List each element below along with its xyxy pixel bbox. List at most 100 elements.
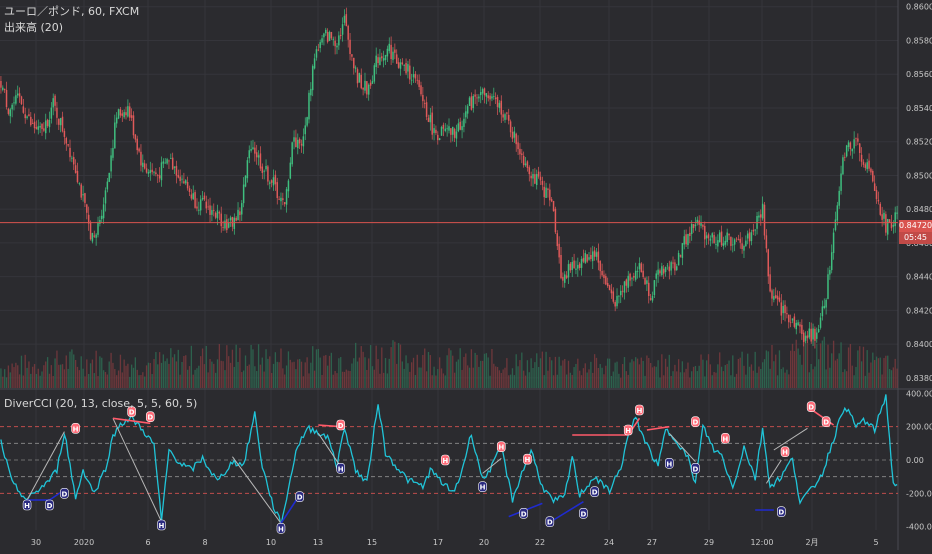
candle-body xyxy=(289,162,292,179)
candle-body xyxy=(560,254,562,279)
volume-bar xyxy=(803,337,805,388)
volume-bar xyxy=(192,374,194,388)
volume-bar xyxy=(0,368,2,388)
candle-body xyxy=(793,316,796,327)
candle-body xyxy=(334,40,336,47)
volume-bar xyxy=(651,367,654,388)
volume-bar xyxy=(138,375,140,388)
candle-body xyxy=(227,222,230,228)
volume-bar xyxy=(121,372,123,388)
volume-bar xyxy=(175,361,178,388)
candle-body xyxy=(621,290,624,292)
candle-body xyxy=(106,181,109,190)
time-tick-label: 22 xyxy=(535,538,545,547)
volume-bar xyxy=(599,364,601,388)
candle-body xyxy=(588,257,590,260)
candle-body xyxy=(836,205,839,221)
candle-body xyxy=(765,235,768,249)
candle-body xyxy=(330,32,333,39)
volume-bar xyxy=(601,367,603,388)
volume-bar xyxy=(394,341,396,388)
candle-body xyxy=(175,165,178,176)
volume-bar xyxy=(565,374,568,388)
candle-body xyxy=(360,74,363,89)
candle-body xyxy=(91,233,94,242)
volume-bar xyxy=(625,371,628,388)
divergence-marker-label: H xyxy=(480,484,486,492)
volume-bar xyxy=(341,371,344,388)
volume-bar xyxy=(226,345,228,388)
candle-body xyxy=(642,270,644,277)
candle-body xyxy=(683,236,685,245)
divergence-marker xyxy=(821,416,831,427)
volume-bar xyxy=(37,368,39,388)
candle-body xyxy=(599,261,601,272)
volume-bar xyxy=(864,375,866,388)
divergence-marker xyxy=(691,416,700,427)
volume-bar xyxy=(726,363,728,388)
candle-body xyxy=(114,122,116,149)
candle-body xyxy=(707,234,710,239)
volume-bar xyxy=(593,354,596,388)
candle-body xyxy=(54,95,56,106)
volume-bar xyxy=(233,366,235,388)
candle-body xyxy=(860,154,863,162)
candle-body xyxy=(259,153,262,169)
volume-bar xyxy=(362,351,364,388)
divergence-marker-label: H xyxy=(722,435,728,443)
volume-bar xyxy=(319,357,321,388)
volume-bar xyxy=(763,359,766,388)
volume-bar xyxy=(259,364,262,388)
volume-bar xyxy=(265,349,267,388)
volume-bar xyxy=(97,376,99,388)
candle-body xyxy=(168,160,170,162)
divergence-marker-label: D xyxy=(147,414,153,422)
candle-body xyxy=(186,182,189,189)
volume-bar xyxy=(63,369,66,388)
candle-body xyxy=(20,96,23,105)
volume-bar xyxy=(188,366,191,388)
volume-bar xyxy=(229,362,232,388)
candle-body xyxy=(689,232,691,237)
candle-body xyxy=(179,176,181,182)
candle-body xyxy=(558,243,560,258)
time-tick-label: 30 xyxy=(31,538,41,547)
symbol-legend: ユーロ／ポンド, 60, FXCM xyxy=(4,5,140,18)
volume-bar xyxy=(371,366,374,388)
candle-body xyxy=(894,212,896,227)
volume-bar xyxy=(735,373,738,388)
volume-bar xyxy=(816,343,818,388)
volume-bar xyxy=(196,368,198,388)
candle-body xyxy=(455,131,458,139)
volume-bar xyxy=(252,349,254,388)
candle-body xyxy=(883,212,885,219)
candle-body xyxy=(733,239,736,245)
candle-body xyxy=(845,145,848,157)
volume-bar xyxy=(4,369,6,388)
volume-bar xyxy=(388,358,390,388)
volume-bar xyxy=(672,371,674,388)
volume-bar xyxy=(30,373,32,388)
candle-body xyxy=(571,262,573,270)
divergence-marker-label: D xyxy=(592,489,598,497)
volume-bar xyxy=(513,375,515,388)
candle-body xyxy=(377,57,379,63)
divergence-marker xyxy=(145,411,155,422)
candle-body xyxy=(502,114,504,118)
candle-body xyxy=(409,65,411,80)
volume-bar xyxy=(711,375,713,388)
divergence-marker-label: H xyxy=(625,427,631,435)
volume-bar xyxy=(502,369,504,388)
volume-bar xyxy=(769,368,771,388)
volume-bar xyxy=(347,370,349,388)
volume-bar xyxy=(272,363,275,388)
candle-body xyxy=(343,15,346,23)
candle-body xyxy=(554,208,557,233)
candle-body xyxy=(248,150,250,159)
divergence-marker-label: D xyxy=(521,510,527,518)
volume-bar xyxy=(597,368,600,388)
volume-bar xyxy=(114,369,116,388)
